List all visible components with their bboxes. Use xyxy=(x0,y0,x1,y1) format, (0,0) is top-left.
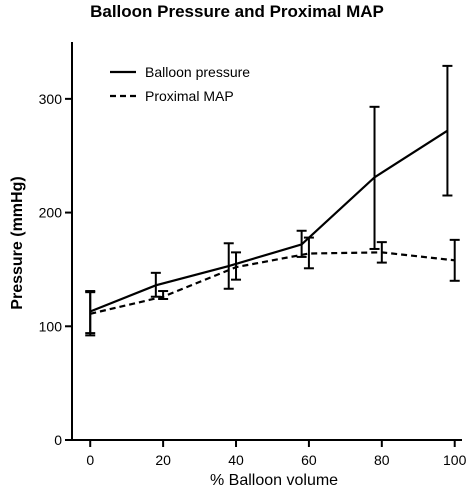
x-tick-label: 40 xyxy=(228,452,244,468)
y-tick-label: 200 xyxy=(39,205,63,221)
x-tick-label: 60 xyxy=(301,452,317,468)
x-axis-label: % Balloon volume xyxy=(210,472,339,489)
x-tick-label: 80 xyxy=(374,452,390,468)
y-tick-label: 100 xyxy=(39,318,63,334)
y-tick-label: 300 xyxy=(39,91,63,107)
x-tick-label: 20 xyxy=(155,452,171,468)
balloon-pressure-line xyxy=(89,129,449,313)
x-tick-label: 0 xyxy=(86,452,94,468)
proximal-map-line xyxy=(89,251,455,315)
legend-label: Balloon pressure xyxy=(145,64,250,80)
chart-title: Balloon Pressure and Proximal MAP xyxy=(90,2,384,21)
legend-label: Proximal MAP xyxy=(145,88,234,104)
x-tick-label: 100 xyxy=(443,452,467,468)
y-tick-label: 0 xyxy=(54,432,62,448)
y-axis-label: Pressure (mmHg) xyxy=(9,176,26,310)
